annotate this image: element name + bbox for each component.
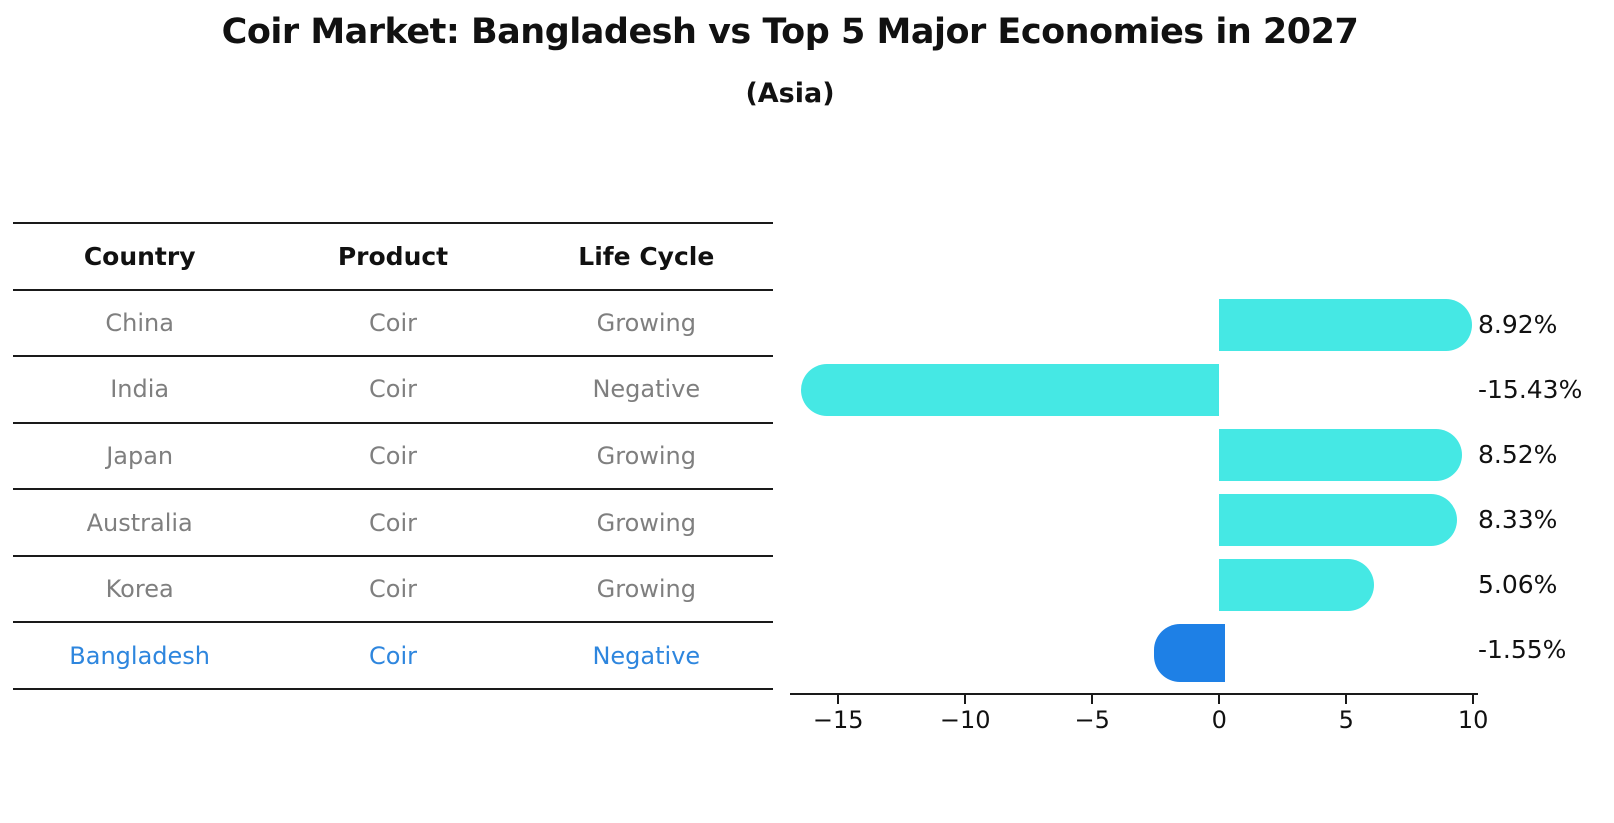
- table-row-korea: Korea Coir Growing: [13, 557, 773, 624]
- cell-product: Coir: [369, 641, 417, 670]
- bar-australia: [1219, 494, 1457, 546]
- cell-country: China: [105, 308, 174, 337]
- table-row-japan: Japan Coir Growing: [13, 424, 773, 491]
- x-axis-tick-label: −15: [812, 706, 864, 734]
- x-axis-tick: [837, 695, 840, 704]
- x-axis-spine: [790, 693, 1478, 695]
- cell-country: Korea: [105, 575, 174, 604]
- cell-product: Coir: [369, 308, 417, 337]
- cell-country: India: [110, 375, 170, 404]
- chart-title: Coir Market: Bangladesh vs Top 5 Major E…: [221, 12, 1359, 52]
- column-header-life-cycle: Life Cycle: [578, 241, 715, 271]
- bar-value-label-india: -15.43%: [1478, 375, 1583, 404]
- cell-country: Japan: [106, 442, 174, 471]
- cell-product: Coir: [369, 375, 417, 404]
- bar-value-label-japan: 8.52%: [1478, 440, 1558, 469]
- bar-india: [801, 364, 1220, 416]
- x-axis-tick: [1091, 695, 1094, 704]
- column-header-product: Product: [337, 241, 449, 271]
- x-axis-tick: [1345, 695, 1348, 704]
- bar-korea: [1219, 559, 1374, 611]
- x-axis-tick: [1218, 695, 1221, 704]
- column-header-country: Country: [83, 241, 196, 271]
- table-row-india: India Coir Negative: [13, 357, 773, 424]
- chart-subtitle: (Asia): [745, 78, 835, 109]
- x-axis-tick-label: 5: [1338, 706, 1354, 734]
- country-table: Country Product Life Cycle China Coir Gr…: [13, 222, 773, 691]
- x-axis-tick-label: −10: [939, 706, 991, 734]
- cell-product: Coir: [369, 575, 417, 604]
- bar-china: [1219, 299, 1472, 351]
- x-axis-tick-label: 10: [1457, 706, 1489, 734]
- cell-life-cycle: Growing: [596, 508, 696, 537]
- x-axis-tick-label: 0: [1211, 706, 1227, 734]
- table-row-china: China Coir Growing: [13, 291, 773, 358]
- bar-value-label-bangladesh: -1.55%: [1478, 635, 1567, 664]
- cell-life-cycle: Growing: [596, 442, 696, 471]
- cell-life-cycle: Growing: [596, 308, 696, 337]
- cell-product: Coir: [369, 442, 417, 471]
- cell-country: Australia: [86, 508, 193, 537]
- cell-country: Bangladesh: [69, 641, 211, 670]
- table-row-australia: Australia Coir Growing: [13, 490, 773, 557]
- bar-japan: [1219, 429, 1462, 481]
- bar-bangladesh: [1153, 624, 1226, 682]
- cell-life-cycle: Negative: [592, 375, 701, 404]
- x-axis-tick: [964, 695, 967, 704]
- table-header-row: Country Product Life Cycle: [13, 224, 773, 291]
- x-axis-tick: [1472, 695, 1475, 704]
- cell-life-cycle: Growing: [596, 575, 696, 604]
- bar-value-label-korea: 5.06%: [1478, 570, 1558, 599]
- bar-value-label-australia: 8.33%: [1478, 505, 1558, 534]
- x-axis-tick-label: −5: [1074, 706, 1110, 734]
- bar-value-label-china: 8.92%: [1478, 310, 1558, 339]
- cell-product: Coir: [369, 508, 417, 537]
- table-row-bangladesh: Bangladesh Coir Negative: [13, 623, 773, 691]
- cell-life-cycle: Negative: [592, 641, 701, 670]
